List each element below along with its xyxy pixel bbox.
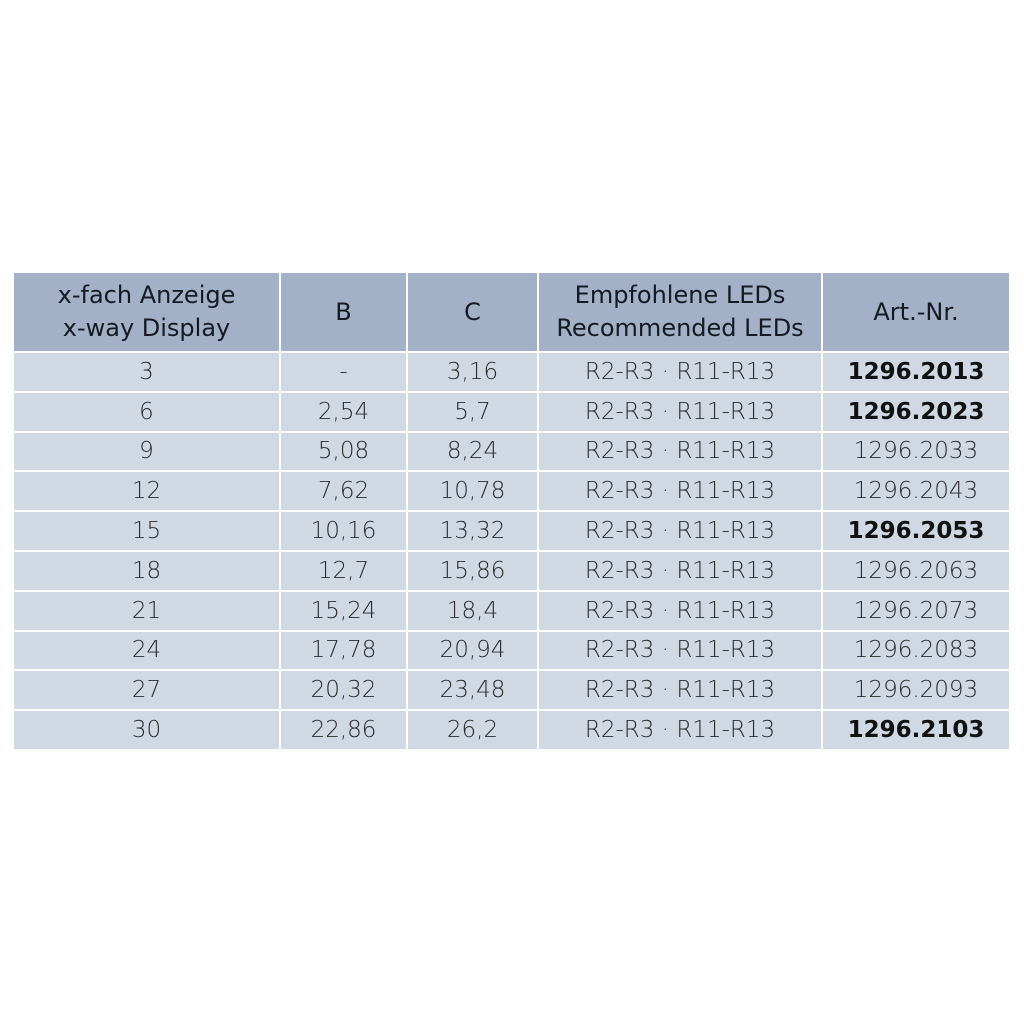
cell-art-nr: 1296.2043 xyxy=(823,472,1009,511)
cell-leds: R2-R3 · R11-R13 xyxy=(539,591,821,630)
cell-b: 15,24 xyxy=(281,591,406,630)
cell-b: 22,86 xyxy=(281,711,406,749)
table-row: 9 5,08 8,24 R2-R3 · R11-R13 1296.2033 xyxy=(14,432,1009,471)
cell-leds: R2-R3 · R11-R13 xyxy=(539,353,821,391)
cell-x-way: 24 xyxy=(14,631,279,670)
cell-art-nr: 1296.2063 xyxy=(823,551,1009,590)
header-line-en: x-way Display xyxy=(62,314,231,342)
cell-b: 7,62 xyxy=(281,472,406,511)
cell-b: 17,78 xyxy=(281,631,406,670)
cell-art-nr: 1296.2073 xyxy=(823,591,1009,630)
cell-b: - xyxy=(281,353,406,391)
table-row: 24 17,78 20,94 R2-R3 · R11-R13 1296.2083 xyxy=(14,631,1009,670)
cell-c: 3,16 xyxy=(408,353,537,391)
cell-c: 13,32 xyxy=(408,512,537,550)
table-row: 3-3,16 R2-R3 · R11-R13 1296.2013 xyxy=(14,353,1009,391)
header-b: B xyxy=(281,273,406,351)
cell-c: 26,2 xyxy=(408,711,537,749)
product-table: x-fach Anzeige x-way Display B C Empfohle… xyxy=(12,271,1011,751)
table-row: 15 10,16 13,32 R2-R3 · R11-R13 1296.2053 xyxy=(14,512,1009,550)
cell-x-way: 9 xyxy=(14,432,279,471)
header-art-nr: Art.-Nr. xyxy=(823,273,1009,351)
header-recommended-leds: Empfohlene LEDs Recommended LEDs xyxy=(539,273,821,351)
table-row: 27 20,32 23,48 R2-R3 · R11-R13 1296.2093 xyxy=(14,671,1009,710)
cell-x-way: 3 xyxy=(14,353,279,391)
header-c: C xyxy=(408,273,537,351)
cell-art-nr: 1296.2013 xyxy=(823,353,1009,391)
cell-leds: R2-R3 · R11-R13 xyxy=(539,472,821,511)
cell-c: 15,86 xyxy=(408,551,537,590)
cell-x-way: 15 xyxy=(14,512,279,550)
cell-leds: R2-R3 · R11-R13 xyxy=(539,512,821,550)
header-line: Art.-Nr. xyxy=(873,297,959,326)
cell-x-way: 12 xyxy=(14,472,279,511)
cell-x-way: 6 xyxy=(14,392,279,431)
cell-c: 18,4 xyxy=(408,591,537,630)
cell-leds: R2-R3 · R11-R13 xyxy=(539,392,821,431)
table-row: 30 22,86 26,2 R2-R3 · R11-R13 1296.2103 xyxy=(14,711,1009,749)
cell-leds: R2-R3 · R11-R13 xyxy=(539,711,821,749)
cell-c: 8,24 xyxy=(408,432,537,471)
cell-art-nr: 1296.2103 xyxy=(823,711,1009,749)
cell-b: 5,08 xyxy=(281,432,406,471)
cell-b: 10,16 xyxy=(281,512,406,550)
cell-b: 2,54 xyxy=(281,392,406,431)
cell-x-way: 18 xyxy=(14,551,279,590)
cell-x-way: 21 xyxy=(14,591,279,630)
header-line: C xyxy=(464,297,481,326)
cell-b: 12,7 xyxy=(281,551,406,590)
header-x-way-display: x-fach Anzeige x-way Display xyxy=(14,273,279,351)
cell-b: 20,32 xyxy=(281,671,406,710)
cell-art-nr: 1296.2023 xyxy=(823,392,1009,431)
header-line-en: Recommended LEDs xyxy=(556,314,804,342)
cell-leds: R2-R3 · R11-R13 xyxy=(539,432,821,471)
cell-c: 10,78 xyxy=(408,472,537,511)
cell-c: 20,94 xyxy=(408,631,537,670)
cell-x-way: 27 xyxy=(14,671,279,710)
cell-art-nr: 1296.2083 xyxy=(823,631,1009,670)
cell-art-nr: 1296.2053 xyxy=(823,512,1009,550)
cell-c: 23,48 xyxy=(408,671,537,710)
cell-leds: R2-R3 · R11-R13 xyxy=(539,551,821,590)
header-line-de: Empfohlene LEDs xyxy=(574,281,786,309)
cell-art-nr: 1296.2033 xyxy=(823,432,1009,471)
table-row: 12 7,62 10,78 R2-R3 · R11-R13 1296.2043 xyxy=(14,472,1009,511)
header-line-de: x-fach Anzeige xyxy=(57,281,236,309)
cell-leds: R2-R3 · R11-R13 xyxy=(539,631,821,670)
cell-x-way: 30 xyxy=(14,711,279,749)
table-row: 6 2,54 5,7 R2-R3 · R11-R13 1296.2023 xyxy=(14,392,1009,431)
header-line: B xyxy=(335,297,352,326)
cell-leds: R2-R3 · R11-R13 xyxy=(539,671,821,710)
table-row: 21 15,24 18,4 R2-R3 · R11-R13 1296.2073 xyxy=(14,591,1009,630)
table-row: 18 12,7 15,86 R2-R3 · R11-R13 1296.2063 xyxy=(14,551,1009,590)
cell-c: 5,7 xyxy=(408,392,537,431)
cell-art-nr: 1296.2093 xyxy=(823,671,1009,710)
header-row: x-fach Anzeige x-way Display B C Empfohle… xyxy=(14,273,1009,351)
